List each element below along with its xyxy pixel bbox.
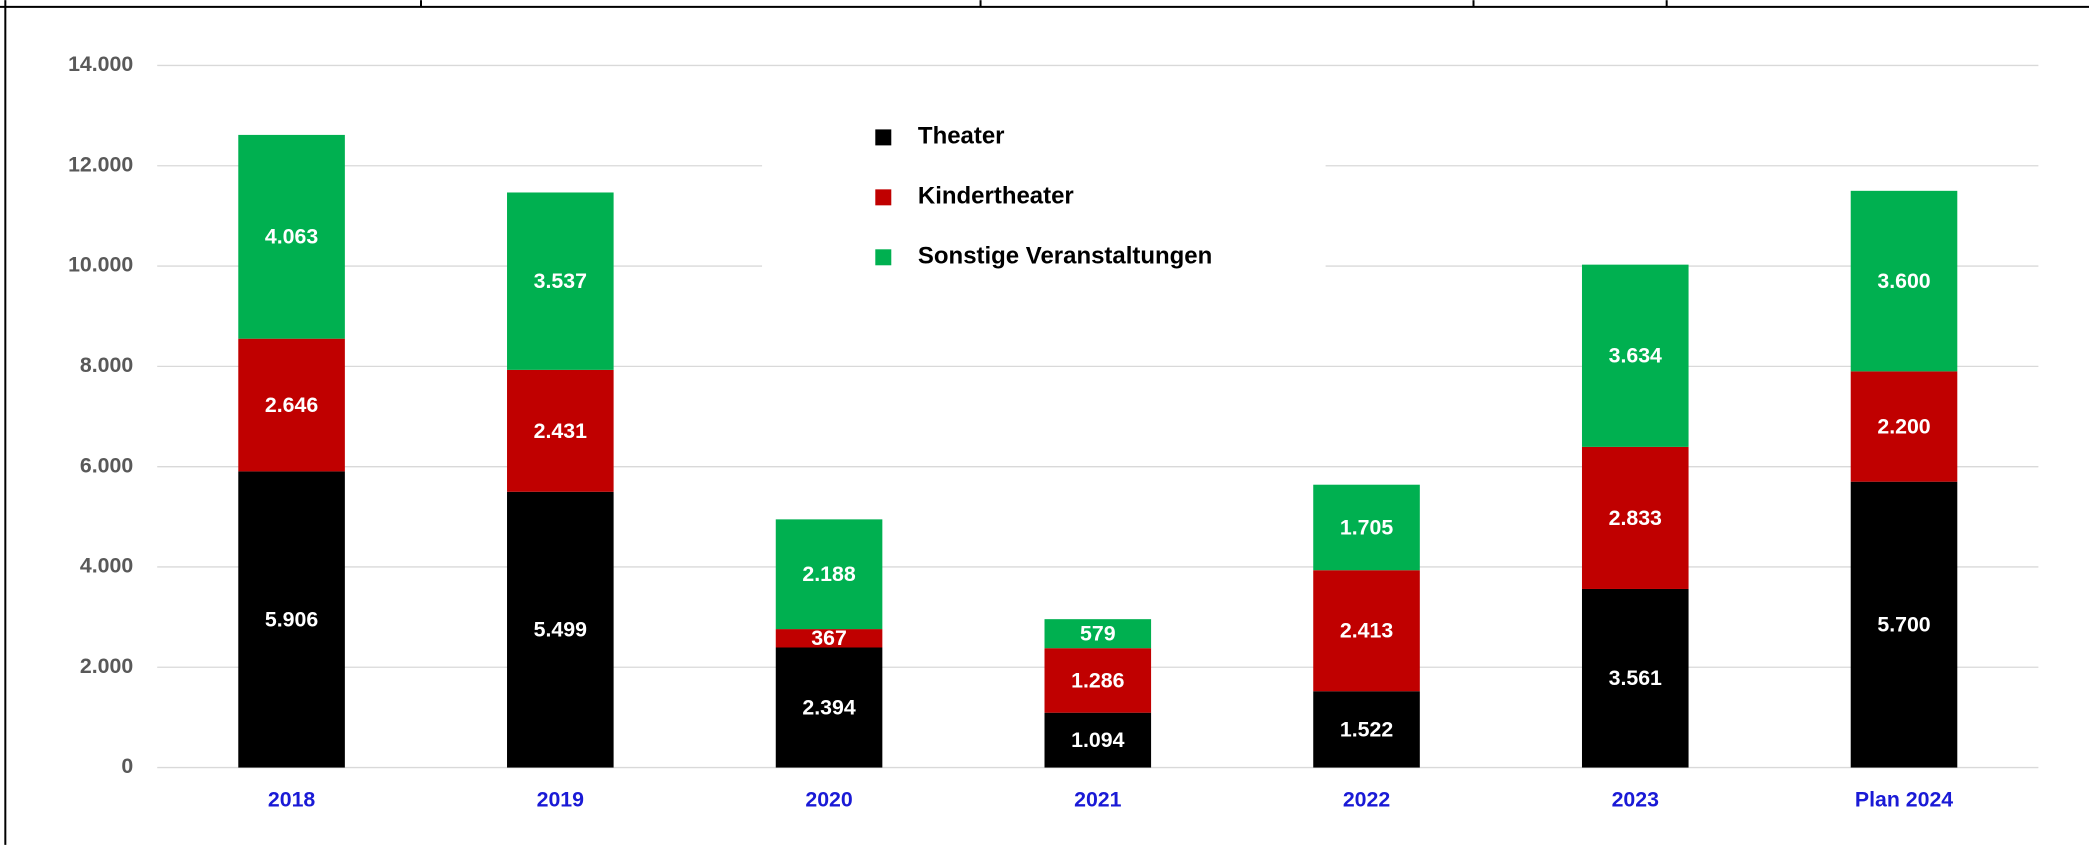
value-label: 3.537 [534,269,587,293]
bar-segment [1313,691,1420,768]
bar-segment [1850,371,1958,482]
value-label: 2.646 [265,393,318,417]
bar-segment [1044,619,1152,649]
bar-segment [775,647,883,768]
value-label: 2.200 [1877,414,1930,438]
y-tick-label: 6.000 [80,453,133,477]
legend-box [762,117,1326,284]
value-label: 2.413 [1340,619,1393,643]
bar-segment [1850,481,1958,768]
value-label: 3.600 [1877,269,1930,293]
x-tick-label: 2019 [537,787,585,811]
y-tick-label: 10.000 [68,253,133,277]
bar-segment [1581,588,1689,768]
value-label: 2.394 [802,695,855,719]
x-tick-label: 2018 [268,787,316,811]
value-label: 1.522 [1340,717,1393,741]
value-label: 1.705 [1340,515,1393,539]
bar-segment [238,338,345,472]
bar-segment [1313,570,1420,692]
bar-segment [1581,264,1689,447]
legend-label: Kindertheater [918,183,1074,210]
value-label: 367 [811,626,847,650]
value-label: 5.499 [534,618,587,642]
value-label: 1.286 [1071,668,1124,692]
value-label: 5.906 [265,607,318,631]
x-tick-label: Plan 2024 [1855,787,1953,811]
y-tick-label: 8.000 [80,353,133,377]
legend-label: Theater [918,123,1005,150]
legend-swatch [875,249,892,266]
y-tick-label: 14.000 [68,52,133,76]
x-tick-label: 2023 [1612,787,1660,811]
bar-segment [507,192,614,370]
bar-segment [1850,190,1958,372]
value-label: 2.833 [1609,506,1662,530]
value-label: 579 [1080,622,1116,646]
y-tick-label: 0 [121,754,133,778]
bar-segment [507,491,614,768]
bar-segment [1044,712,1152,768]
bar-segment [1044,648,1152,713]
value-label: 1.094 [1071,728,1124,752]
bar-segment [507,369,614,492]
value-label: 3.561 [1609,666,1662,690]
x-tick-label: 2020 [805,787,852,811]
legend-swatch [875,189,892,206]
bar-segment [775,629,883,648]
value-label: 4.063 [265,225,318,249]
x-tick-label: 2022 [1343,787,1390,811]
bar-segment [1581,446,1689,589]
x-tick-label: 2021 [1074,787,1122,811]
bar-segment [1313,484,1420,571]
y-tick-label: 2.000 [80,654,133,678]
y-tick-label: 12.000 [68,152,133,176]
bar-segment [238,134,345,339]
bar-segment [238,471,345,768]
value-label: 5.700 [1877,613,1930,637]
value-label: 2.188 [802,562,855,586]
legend-swatch [875,129,892,146]
value-label: 3.634 [1609,344,1662,368]
value-label: 2.431 [534,419,587,443]
y-tick-label: 4.000 [80,554,133,578]
bar-segment [775,519,883,630]
legend-label: Sonstige Veranstaltungen [918,243,1212,270]
